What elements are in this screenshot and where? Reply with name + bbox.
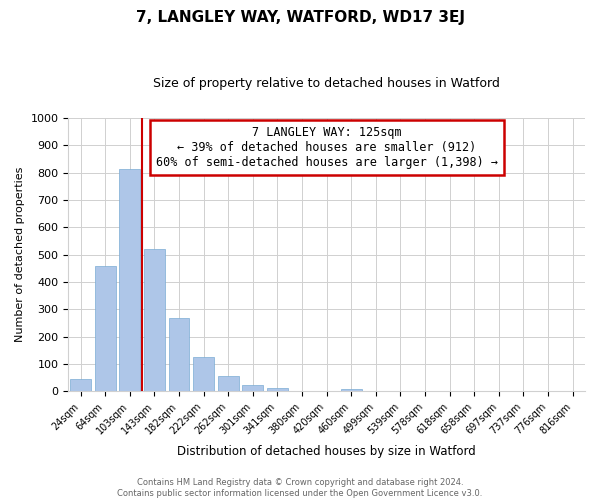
Bar: [267, 388, 288, 392]
Text: 7 LANGLEY WAY: 125sqm
← 39% of detached houses are smaller (912)
60% of semi-det: 7 LANGLEY WAY: 125sqm ← 39% of detached …: [155, 126, 497, 170]
Text: 7, LANGLEY WAY, WATFORD, WD17 3EJ: 7, LANGLEY WAY, WATFORD, WD17 3EJ: [136, 10, 464, 25]
Bar: [341, 390, 362, 392]
Y-axis label: Number of detached properties: Number of detached properties: [15, 167, 25, 342]
X-axis label: Distribution of detached houses by size in Watford: Distribution of detached houses by size …: [177, 444, 476, 458]
Bar: [218, 376, 239, 392]
Bar: [169, 318, 190, 392]
Bar: [242, 386, 263, 392]
Bar: [119, 170, 140, 392]
Title: Size of property relative to detached houses in Watford: Size of property relative to detached ho…: [153, 78, 500, 90]
Bar: [70, 379, 91, 392]
Bar: [193, 358, 214, 392]
Bar: [144, 250, 165, 392]
Bar: [95, 266, 116, 392]
Text: Contains HM Land Registry data © Crown copyright and database right 2024.
Contai: Contains HM Land Registry data © Crown c…: [118, 478, 482, 498]
